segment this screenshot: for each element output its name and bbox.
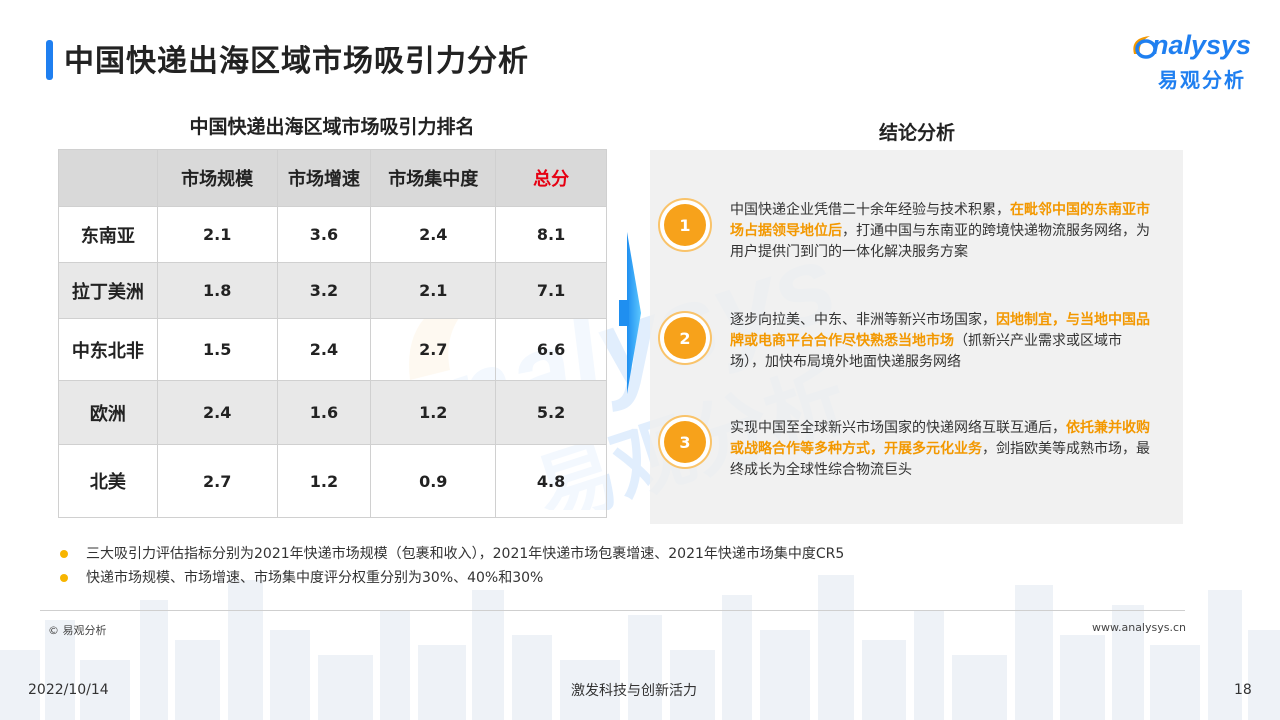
column-header-total: 总分 — [495, 149, 607, 207]
table-row: 北美 2.7 1.2 0.9 4.8 — [58, 444, 607, 518]
notes-list: 三大吸引力评估指标分别为2021年快递市场规模（包裹和收入），2021年快递市场… — [58, 542, 844, 590]
column-header-region — [58, 149, 158, 207]
number-badge: 2 — [664, 317, 706, 359]
table-row: 东南亚 2.1 3.6 2.4 8.1 — [58, 206, 607, 263]
text-plain: （抓新兴产业需求或区域市场），加快布局境外地面快递服务网络 — [730, 333, 1122, 370]
cell-growth: 2.4 — [276, 318, 372, 381]
note-item: 三大吸引力评估指标分别为2021年快递市场规模（包裹和收入），2021年快递市场… — [58, 542, 844, 566]
conclusion-text: 实现中国至全球新兴市场国家的快递网络互联互通后，依托兼并收购或战略合作等多种方式… — [730, 418, 1150, 481]
table-row: 欧洲 2.4 1.6 1.2 5.2 — [58, 380, 607, 445]
text-highlight: 因地制宜，与当地中国品牌或电商平台合作尽快熟悉当地市场 — [730, 312, 1150, 349]
city-skyline-background — [0, 575, 1280, 720]
page-title: 中国快递出海区域市场吸引力分析 — [64, 44, 529, 79]
logo-chinese-text: 易观分析 — [1158, 68, 1246, 92]
cell-scale: 2.7 — [156, 444, 278, 518]
table-title: 中国快递出海区域市场吸引力排名 — [189, 116, 475, 138]
title-accent-bar — [46, 40, 53, 80]
cell-concentration: 2.1 — [370, 262, 497, 319]
cell-growth: 1.2 — [276, 444, 372, 518]
cell-growth: 3.6 — [276, 206, 372, 263]
table-row: 拉丁美洲 1.8 3.2 2.1 7.1 — [58, 262, 607, 319]
right-arrow-icon — [619, 232, 641, 394]
conclusion-text: 中国快递企业凭借二十余年经验与技术积累，在毗邻中国的东南亚市场占据领导地位后，打… — [730, 200, 1150, 263]
cell-total: 4.8 — [495, 444, 607, 518]
cell-region: 拉丁美洲 — [58, 262, 158, 319]
cell-concentration: 1.2 — [370, 380, 497, 445]
cell-scale: 2.4 — [156, 380, 278, 445]
text-highlight: 在毗邻中国的东南亚市场占据领导地位后 — [730, 202, 1150, 239]
copyright-text: © 易观分析 — [48, 624, 107, 637]
table-row: 中东北非 1.5 2.4 2.7 6.6 — [58, 318, 607, 381]
cell-region: 欧洲 — [58, 380, 158, 445]
text-plain: ，打通中国与东南亚的跨境快递物流服务网络，为用户提供门到门的一体化解决服务方案 — [730, 223, 1150, 260]
footer-divider — [40, 610, 1185, 611]
cell-region: 北美 — [58, 444, 158, 518]
report-date: 2022/10/14 — [28, 682, 109, 698]
number-badge: 1 — [664, 204, 706, 246]
column-header-concentration: 市场集中度 — [370, 149, 497, 207]
logo-swoosh-icon — [1133, 36, 1157, 59]
cell-concentration: 2.4 — [370, 206, 497, 263]
cell-concentration: 2.7 — [370, 318, 497, 381]
cell-growth: 3.2 — [276, 262, 372, 319]
text-plain: 实现中国至全球新兴市场国家的快递网络互联互通后， — [730, 420, 1066, 436]
cell-scale: 2.1 — [156, 206, 278, 263]
number-badge: 3 — [664, 421, 706, 463]
footer-slogan: 激发科技与创新活力 — [571, 683, 697, 699]
text-highlight: 依托兼并收购或战略合作等多种方式，开展多元化业务 — [730, 420, 1150, 457]
note-item: 快递市场规模、市场增速、市场集中度评分权重分别为30%、40%和30% — [58, 566, 844, 590]
table-header-row: 市场规模 市场增速 市场集中度 总分 — [58, 149, 607, 207]
website-link[interactable]: www.analysys.cn — [1092, 621, 1186, 634]
cell-scale: 1.8 — [156, 262, 278, 319]
ranking-table: 市场规模 市场增速 市场集中度 总分 东南亚 2.1 3.6 2.4 8.1 拉… — [58, 149, 607, 518]
cell-total: 6.6 — [495, 318, 607, 381]
logo-english-text: nalysys — [1152, 30, 1252, 60]
cell-scale: 1.5 — [156, 318, 278, 381]
text-plain: ，剑指欧美等成熟市场，最终成长为全球性综合物流巨头 — [730, 441, 1150, 478]
conclusion-panel: 1 中国快递企业凭借二十余年经验与技术积累，在毗邻中国的东南亚市场占据领导地位后… — [650, 150, 1183, 524]
cell-total: 8.1 — [495, 206, 607, 263]
cell-region: 中东北非 — [58, 318, 158, 381]
conclusion-title: 结论分析 — [878, 122, 955, 144]
cell-growth: 1.6 — [276, 380, 372, 445]
cell-total: 5.2 — [495, 380, 607, 445]
cell-total: 7.1 — [495, 262, 607, 319]
conclusion-text: 逐步向拉美、中东、非洲等新兴市场国家，因地制宜，与当地中国品牌或电商平台合作尽快… — [730, 310, 1150, 373]
text-plain: 逐步向拉美、中东、非洲等新兴市场国家， — [730, 312, 996, 328]
cell-region: 东南亚 — [58, 206, 158, 263]
text-plain: 中国快递企业凭借二十余年经验与技术积累， — [730, 202, 1010, 218]
analysys-logo: nalysys 易观分析 — [1130, 30, 1260, 92]
column-header-growth: 市场增速 — [276, 149, 372, 207]
column-header-scale: 市场规模 — [156, 149, 278, 207]
cell-concentration: 0.9 — [370, 444, 497, 518]
page-number: 18 — [1234, 682, 1252, 698]
